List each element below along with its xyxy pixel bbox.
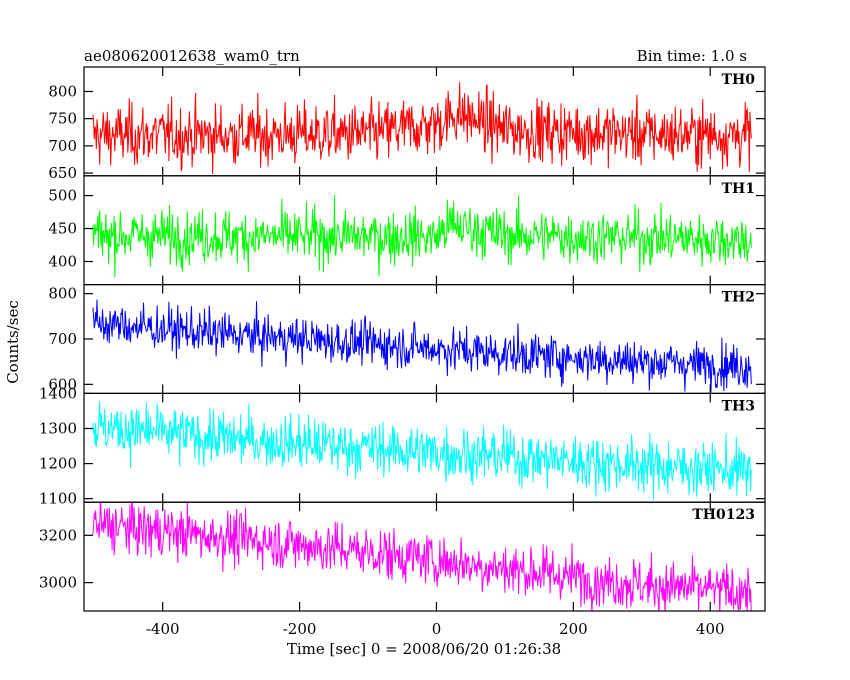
x-tick-label: -200 (283, 620, 317, 638)
panels-group: 650 700 750 800 TH0 400 450 500 TH1 600 700 800 TH2 1… (39, 66, 766, 638)
y-tick-label: 3200 (39, 526, 77, 544)
panel-frame (83, 501, 766, 612)
series-line-th2 (92, 299, 752, 393)
series-line-th0 (92, 82, 752, 175)
y-tick-label: 1300 (39, 419, 77, 437)
panel-label: TH1 (722, 181, 755, 197)
y-tick-label: 800 (48, 285, 77, 303)
y-tick-label: 650 (48, 164, 77, 182)
panel-label: TH2 (722, 290, 755, 306)
series-line-th1 (92, 194, 752, 278)
y-tick-label: 700 (48, 330, 77, 348)
x-tick-label: 400 (696, 620, 725, 638)
y-tick-label: 600 (48, 375, 77, 393)
y-tick-label: 1400 (39, 384, 77, 402)
panel-label: TH3 (722, 398, 755, 414)
y-tick-label: 1200 (39, 455, 77, 473)
x-axis-label: Time [sec] 0 = 2008/06/20 01:26:38 (287, 640, 561, 658)
x-tick-label: 0 (432, 620, 442, 638)
panel-label: TH0123 (692, 507, 755, 523)
y-tick-label: 1100 (39, 490, 77, 508)
series-line-th0123 (92, 502, 752, 612)
x-tick-label: -400 (146, 620, 180, 638)
y-tick-label: 750 (48, 110, 77, 128)
chart-title: ae080620012638_wam0_trn (84, 47, 300, 65)
y-tick-label: 500 (48, 187, 77, 205)
y-tick-label: 450 (48, 220, 77, 238)
y-tick-label: 700 (48, 137, 77, 155)
x-tick-label: 200 (559, 620, 588, 638)
y-tick-label: 3000 (39, 574, 77, 592)
y-axis-label: Counts/sec (4, 300, 22, 384)
y-tick-label: 400 (48, 253, 77, 271)
panel-label: TH0 (722, 72, 756, 88)
chart-subtitle: Bin time: 1.0 s (637, 47, 747, 65)
series-line-th3 (92, 401, 752, 501)
y-tick-label: 800 (48, 82, 77, 100)
